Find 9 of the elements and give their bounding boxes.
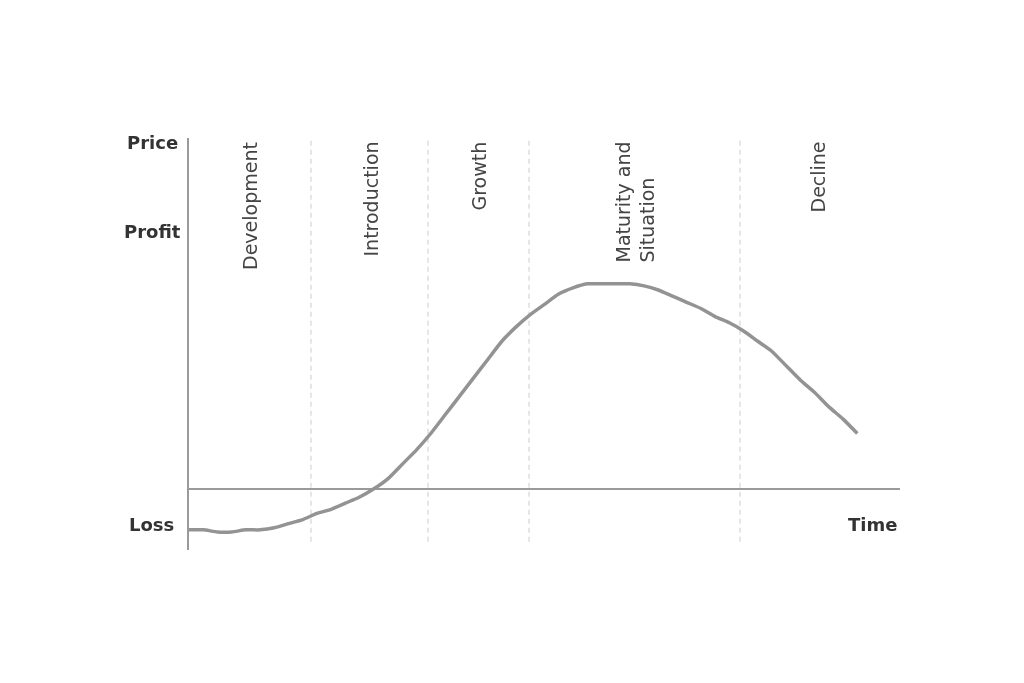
text: Profit	[124, 221, 181, 242]
text: Growth	[467, 141, 490, 211]
text: Price	[127, 132, 179, 153]
text: Decline	[806, 141, 829, 213]
text: Introduction	[359, 141, 382, 257]
text: Loss	[129, 514, 175, 535]
text: Development	[239, 142, 261, 270]
text: Maturity and Situation	[611, 141, 659, 263]
x-axis-title: Time	[848, 514, 898, 535]
